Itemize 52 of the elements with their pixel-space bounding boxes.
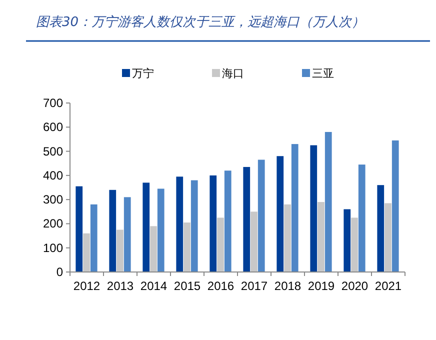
bar (157, 188, 164, 272)
bar (190, 180, 198, 272)
y-tick-label: 0 (56, 265, 64, 279)
x-tick-label: 2021 (374, 279, 402, 293)
x-tick-label: 2013 (106, 279, 134, 293)
x-tick-label: 2017 (240, 279, 268, 293)
y-tick-label: 600 (42, 120, 64, 134)
x-tick-label: 2012 (73, 279, 100, 293)
bar (344, 209, 351, 272)
x-tick-label: 2020 (341, 279, 368, 293)
bar (276, 156, 284, 272)
x-tick-label: 2015 (174, 279, 201, 293)
bar (210, 175, 217, 272)
bar (76, 186, 83, 272)
bar (217, 218, 224, 272)
bar (109, 190, 116, 272)
y-tick-label: 300 (42, 192, 64, 207)
x-tick-label: 2019 (308, 279, 335, 293)
y-tick-label: 700 (42, 96, 64, 110)
bar (116, 230, 124, 272)
bar (324, 132, 332, 272)
bar (142, 182, 150, 272)
y-tick-label: 500 (42, 144, 64, 158)
bar (250, 212, 258, 272)
bar (176, 176, 184, 272)
bar (83, 233, 90, 272)
bar (318, 202, 324, 272)
bar (377, 185, 384, 272)
y-tick-label: 100 (42, 240, 64, 255)
bar (224, 170, 232, 272)
x-tick-label: 2016 (207, 279, 234, 293)
bar (243, 166, 250, 272)
bar (284, 204, 291, 272)
bar (358, 164, 366, 272)
x-tick-label: 2014 (140, 279, 168, 293)
bar (310, 145, 318, 272)
x-tick-label: 2018 (274, 279, 302, 293)
legend-label: 万宁 (132, 67, 154, 80)
legend-label: 海口 (222, 67, 244, 80)
bar (291, 144, 298, 272)
bar (124, 197, 131, 272)
legend-label: 三亚 (312, 67, 334, 80)
bar (384, 203, 392, 272)
bar (90, 204, 98, 272)
bar (392, 140, 399, 272)
y-tick-label: 200 (42, 216, 64, 231)
bar (258, 160, 265, 272)
bar (150, 226, 157, 272)
chart-title: 图表30：万宁游客人数仅次于三亚，远超海口（万人次） (36, 14, 365, 30)
y-tick-label: 400 (42, 168, 64, 182)
bar (184, 222, 190, 272)
bar (351, 218, 358, 272)
